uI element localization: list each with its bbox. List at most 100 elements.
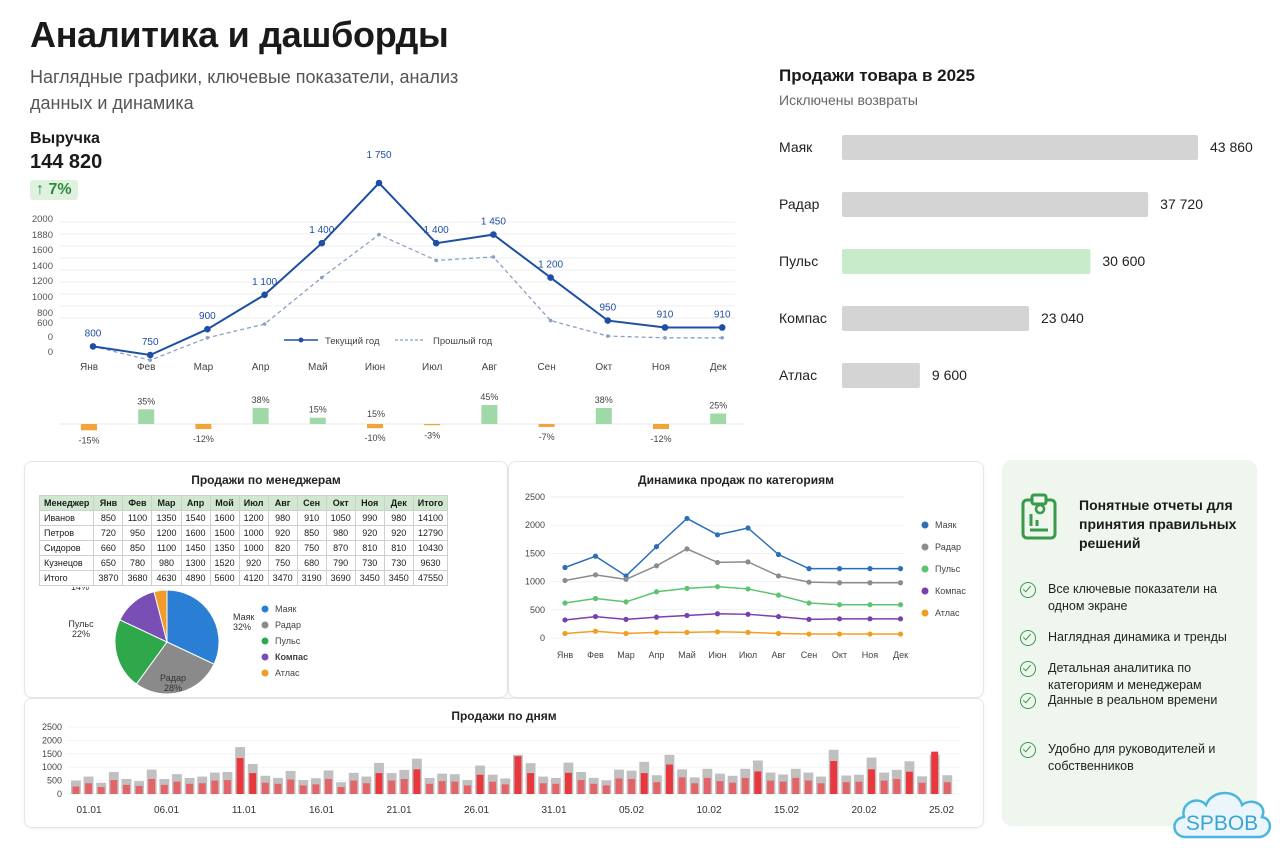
daily-sales-title: Продажи по дням (451, 709, 557, 723)
category-series-point (775, 573, 782, 579)
category-series-point (775, 613, 782, 620)
revenue-data-label: 900 (199, 311, 216, 322)
category-series-point (806, 579, 812, 585)
product-label: Радар (779, 196, 820, 212)
legend-current-marker (298, 337, 304, 343)
table-row: Иванов 850 1100 1350 1540 1600 1200 980 910 1050 9… (38, 510, 449, 526)
managers-table-cell: 1600 (209, 510, 240, 526)
daily-sales-bar (489, 781, 497, 794)
daily-y-tick-label: 1000 (42, 762, 62, 772)
managers-table-cell: 720 (93, 525, 124, 541)
category-series-point (592, 628, 599, 634)
revenue-prev-point (491, 255, 496, 259)
category-x-tick-label: Фев (587, 650, 604, 660)
daily-sales-bar (716, 781, 724, 794)
managers-table-cell: 1100 (151, 540, 182, 556)
daily-sales-bar (931, 751, 939, 794)
category-series-line (564, 548, 901, 584)
revenue-data-label: 750 (142, 337, 159, 348)
revenue-prev-line (92, 233, 723, 361)
revenue-current-point (661, 324, 669, 331)
managers-table-cell: 920 (354, 525, 385, 541)
category-series-point (897, 631, 904, 637)
revenue-current-line (92, 181, 723, 357)
daily-sales-bar (287, 779, 295, 794)
benefits-title: Понятные отчеты для принятия правильных … (1079, 497, 1237, 551)
revenue-x-tick-label: Ноя (652, 362, 670, 373)
category-x-tick-label: Сен (801, 650, 818, 660)
category-dynamics-title: Динамика продаж по категориям (638, 473, 834, 487)
table-row: Кузнецов 650 780 980 1300 1520 920 750 680 790 730… (38, 555, 449, 571)
category-series-point (806, 631, 812, 637)
change-bar-label: -3% (424, 430, 440, 440)
pie-legend-label: Компас (275, 652, 308, 662)
category-series-point (623, 599, 629, 605)
daily-sales-bar (615, 778, 623, 794)
change-bar-label: 15% (367, 409, 385, 419)
managers-table-header: Менеджер (38, 495, 95, 511)
category-legend-label: Радар (935, 542, 961, 552)
managers-table-cell: Кузнецов (38, 555, 95, 571)
check-circle-icon (1020, 693, 1036, 709)
daily-sales-bar (842, 782, 850, 794)
change-bar-label: -12% (650, 434, 671, 444)
revenue-data-label: 1 400 (309, 225, 334, 236)
product-bar (842, 192, 1149, 217)
legend-prev-label: Прошлый год (433, 336, 493, 347)
daily-sales-bar (628, 778, 636, 794)
managers-table-cell: 850 (93, 510, 124, 526)
category-series-point (714, 584, 721, 590)
spbob-logo: SPBOB (1173, 791, 1271, 839)
managers-table-cell: 810 (383, 540, 414, 556)
change-bar-label: 38% (595, 395, 613, 405)
managers-table-cell: 850 (122, 540, 153, 556)
managers-table-header: Окт (325, 495, 356, 511)
category-x-tick-label: Дек (893, 650, 908, 660)
managers-table-header: Янв (93, 495, 124, 511)
category-series-point (684, 546, 690, 552)
pie-slice (135, 641, 215, 695)
category-series-point (745, 525, 751, 531)
change-bars: -15% 35% -12% 38% 15% -10% -3% 45% -7% 38% -12% 25%… (60, 392, 745, 445)
category-series-point (775, 592, 782, 598)
category-series-line (564, 517, 901, 577)
revenue-x-tick-label: Фев (137, 362, 155, 373)
managers-table-cell: 990 (354, 510, 385, 526)
daily-sales-bar (905, 771, 913, 794)
daily-x-tick-label: 11.01 (232, 805, 257, 816)
table-row: Сидоров 660 850 1100 1450 1350 1000 820 750 870 81… (38, 540, 449, 556)
category-y-tick-label: 1500 (525, 548, 545, 558)
managers-table-cell: 5600 (209, 570, 240, 586)
daily-sales-chart: 2500 2000 1500 1000 500 0 01.01 06.01 11.01 16.0… (42, 722, 960, 816)
daily-sales-bar (160, 784, 168, 794)
managers-table-cell: 920 (238, 555, 269, 571)
revenue-current-point (718, 324, 726, 331)
change-bar (481, 405, 498, 424)
benefit-item: Детальная аналитика по категориям и мене… (1020, 660, 1238, 694)
daily-sales-bar (274, 783, 282, 794)
category-legend-marker (921, 587, 929, 595)
managers-table-header: Фев (122, 495, 153, 511)
page-title: Аналитика и дашборды (30, 14, 449, 55)
revenue-data-label: 950 (599, 303, 616, 314)
revenue-current-point (604, 317, 612, 324)
managers-table-cell: 9630 (412, 555, 449, 571)
managers-table-cell: 790 (325, 555, 356, 571)
revenue-x-tick-label: Сен (537, 362, 555, 373)
daily-sales-bar (299, 785, 307, 794)
daily-x-tick-label: 16.01 (309, 805, 334, 816)
benefits-panel: Понятные отчеты для принятия правильных … (1002, 460, 1257, 826)
managers-table-cell: 3690 (325, 570, 356, 586)
revenue-current-point (318, 239, 326, 247)
managers-card: Продажи по менеджерам Менеджер Янв Фев Мар А… (24, 461, 508, 698)
managers-table-cell: 4630 (151, 570, 182, 586)
category-legend-label: Маяк (935, 520, 956, 530)
daily-sales-bar (703, 777, 711, 794)
daily-sales-bar (85, 783, 93, 794)
pie-legend-marker (261, 605, 269, 613)
pie-legend-marker (261, 669, 269, 677)
revenue-grid (60, 221, 735, 319)
revenue-value: 144 820 (30, 151, 103, 173)
category-x-tick-label: Янв (557, 650, 573, 660)
